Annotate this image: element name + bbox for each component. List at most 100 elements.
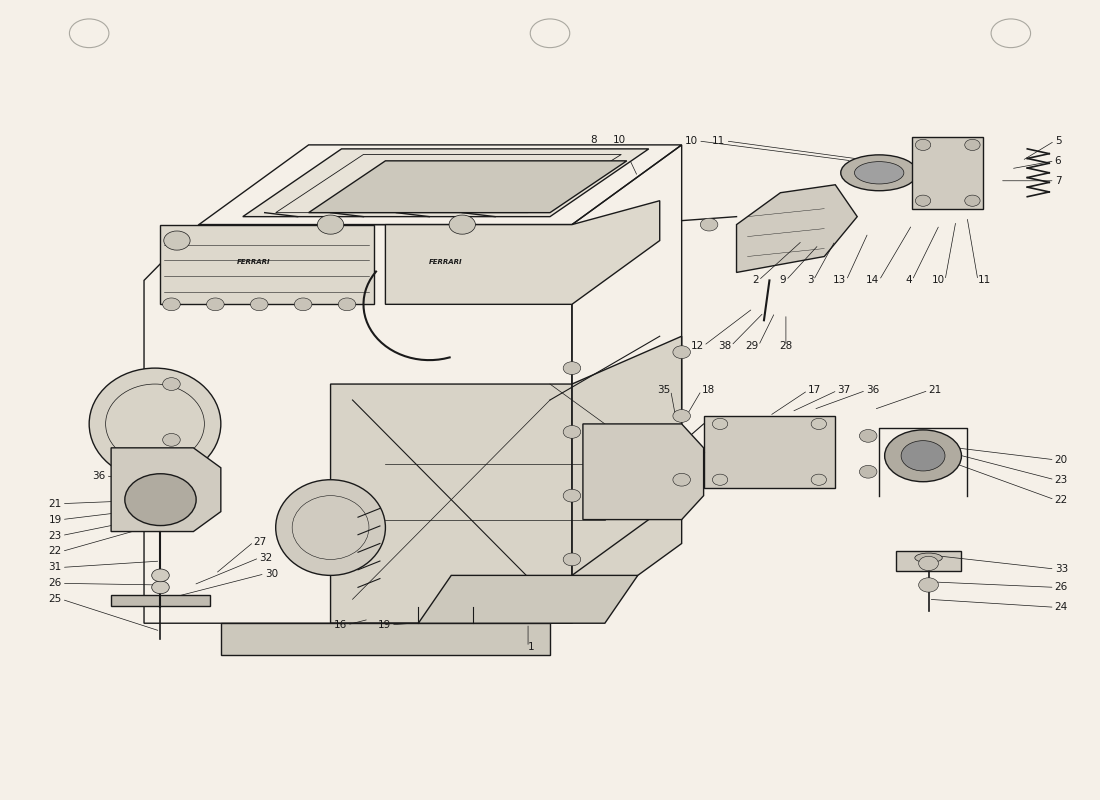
Circle shape [859,466,877,478]
Circle shape [251,298,268,310]
Text: 33: 33 [1055,564,1068,574]
Text: 18: 18 [702,386,715,395]
Text: 26: 26 [1055,582,1068,592]
Text: 17: 17 [807,386,821,395]
Text: 36: 36 [92,470,106,481]
Circle shape [811,474,826,486]
Circle shape [673,474,691,486]
Circle shape [152,581,169,594]
Polygon shape [111,448,221,531]
Circle shape [318,215,343,234]
Circle shape [563,490,581,502]
Polygon shape [309,161,627,213]
Text: 10: 10 [685,136,698,146]
Text: 20: 20 [1055,454,1068,465]
Polygon shape [385,201,660,304]
Text: 32: 32 [260,553,273,563]
Text: 24: 24 [1055,602,1068,612]
Circle shape [918,556,938,570]
Circle shape [163,434,180,446]
Text: 30: 30 [265,569,278,578]
Text: 15: 15 [142,470,155,481]
Text: 13: 13 [833,275,846,286]
Text: 11: 11 [978,275,991,286]
Circle shape [207,298,224,310]
Polygon shape [161,225,374,304]
Circle shape [152,569,169,582]
Polygon shape [737,185,857,273]
Circle shape [295,298,312,310]
Text: 14: 14 [866,275,879,286]
Circle shape [915,139,931,150]
Ellipse shape [884,430,961,482]
Circle shape [701,218,718,231]
Ellipse shape [901,441,945,471]
Text: 11: 11 [713,136,726,146]
Circle shape [164,231,190,250]
Text: 34: 34 [164,470,177,481]
Text: 1: 1 [528,642,535,652]
Polygon shape [221,623,550,655]
Circle shape [449,215,475,234]
Circle shape [563,362,581,374]
Ellipse shape [915,553,943,562]
Text: 16: 16 [333,620,346,630]
Text: 23: 23 [48,530,62,541]
Text: 23: 23 [1055,474,1068,485]
Polygon shape [912,137,983,209]
Text: 31: 31 [48,562,62,573]
Text: 35: 35 [658,386,671,395]
Text: 25: 25 [48,594,62,604]
Ellipse shape [840,155,917,190]
Circle shape [713,418,728,430]
Ellipse shape [855,162,904,184]
Text: 26: 26 [48,578,62,588]
Text: 9: 9 [779,275,785,286]
Polygon shape [704,416,835,488]
Circle shape [859,430,877,442]
Text: 38: 38 [718,341,732,350]
Text: FERRARI: FERRARI [238,259,271,266]
Circle shape [338,298,355,310]
Circle shape [163,378,180,390]
Polygon shape [243,149,649,217]
Polygon shape [331,336,682,623]
Text: 36: 36 [866,386,879,395]
Circle shape [163,298,180,310]
Circle shape [673,346,691,358]
Text: 19: 19 [377,620,390,630]
Ellipse shape [89,368,221,480]
Text: 10: 10 [613,135,626,145]
Text: 37: 37 [114,470,128,481]
Text: 21: 21 [48,498,62,509]
Text: 22: 22 [48,546,62,557]
Circle shape [811,418,826,430]
Circle shape [563,553,581,566]
Text: 3: 3 [806,275,813,286]
Text: 22: 22 [1055,494,1068,505]
Text: 7: 7 [1055,176,1061,186]
Text: 28: 28 [779,341,792,350]
Text: 2: 2 [751,275,759,286]
Text: 4: 4 [905,275,912,286]
Text: 6: 6 [1055,156,1061,166]
Text: 21: 21 [928,386,942,395]
Circle shape [163,490,180,502]
Text: 12: 12 [691,341,704,350]
Polygon shape [583,424,704,519]
Text: 5: 5 [1055,136,1061,146]
Circle shape [965,139,980,150]
Text: 10: 10 [932,275,945,286]
Polygon shape [895,551,961,571]
Circle shape [965,195,980,206]
Text: 37: 37 [837,386,850,395]
Text: 29: 29 [745,341,759,350]
Ellipse shape [276,480,385,575]
Text: 8: 8 [591,135,597,145]
Text: 19: 19 [48,514,62,525]
Circle shape [673,410,691,422]
Ellipse shape [124,474,196,526]
Circle shape [915,195,931,206]
Text: 27: 27 [254,537,267,547]
Polygon shape [418,575,638,623]
